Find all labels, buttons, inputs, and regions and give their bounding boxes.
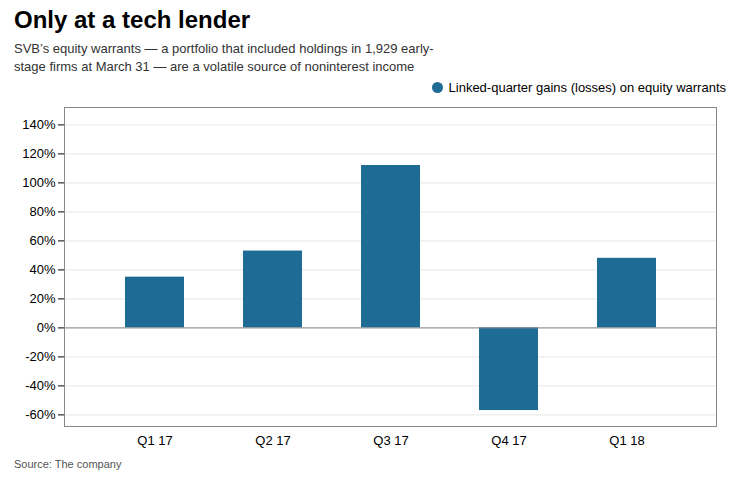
- html-text:SVB’s equity warrants — a port: SVB’s equity warrants — a portfolio that…: [14, 40, 434, 74]
- svg-text:80%: 80%: [29, 204, 55, 219]
- svg-text:Q2 17: Q2 17: [255, 433, 290, 448]
- svg-text:-40%: -40%: [25, 378, 56, 393]
- svg-text:140%: 140%: [22, 117, 56, 132]
- svg-text:100%: 100%: [22, 175, 56, 190]
- svg-text:120%: 120%: [22, 146, 56, 161]
- svg-text:40%: 40%: [29, 262, 55, 277]
- svg-text:Q1 18: Q1 18: [609, 433, 644, 448]
- svg-text:Q1 17: Q1 17: [137, 433, 172, 448]
- html-text:Source: The company: Source: The company: [14, 458, 122, 470]
- svg-text:-60%: -60%: [25, 407, 56, 422]
- html-text:Linked-quarter gains (losses): Linked-quarter gains (losses) on equity …: [448, 80, 726, 95]
- svg-text:60%: 60%: [29, 233, 55, 248]
- svg-text:-20%: -20%: [25, 349, 56, 364]
- svg-text:20%: 20%: [29, 291, 55, 306]
- svg-text:Q3 17: Q3 17: [373, 433, 408, 448]
- svg-text:Q4 17: Q4 17: [491, 433, 526, 448]
- svg-text:0%: 0%: [37, 320, 56, 335]
- html-text:Only at a tech lender: Only at a tech lender: [14, 6, 251, 33]
